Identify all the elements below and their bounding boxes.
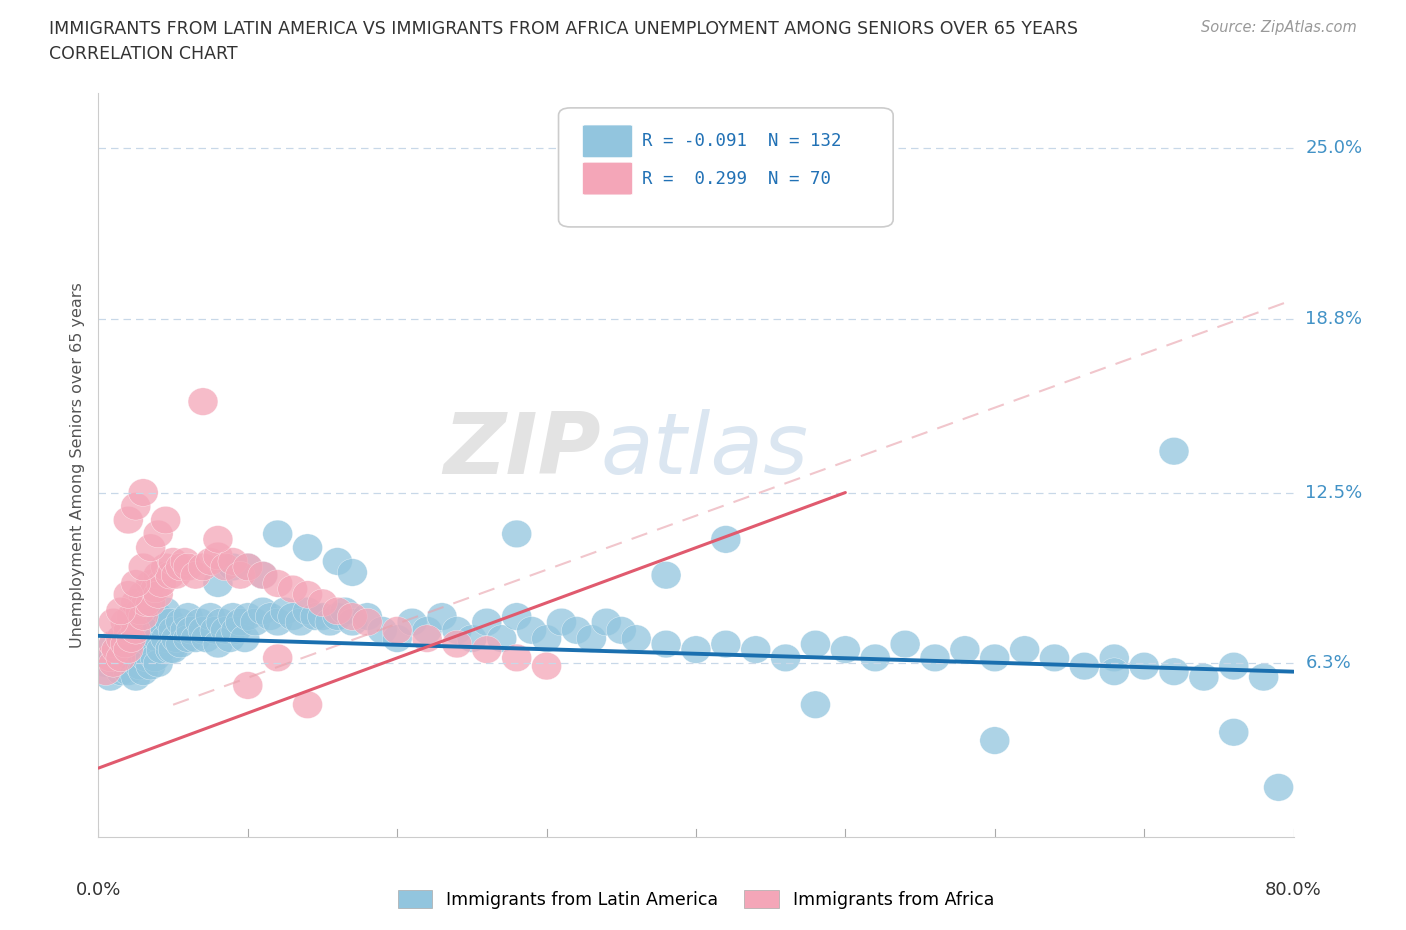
Text: 6.3%: 6.3% <box>1306 655 1351 672</box>
Text: CORRELATION CHART: CORRELATION CHART <box>49 45 238 62</box>
Text: ZIP: ZIP <box>443 408 600 492</box>
Text: IMMIGRANTS FROM LATIN AMERICA VS IMMIGRANTS FROM AFRICA UNEMPLOYMENT AMONG SENIO: IMMIGRANTS FROM LATIN AMERICA VS IMMIGRA… <box>49 20 1078 38</box>
Text: Source: ZipAtlas.com: Source: ZipAtlas.com <box>1201 20 1357 35</box>
FancyBboxPatch shape <box>582 162 633 195</box>
Text: 18.8%: 18.8% <box>1306 310 1362 328</box>
Text: R =  0.299  N = 70: R = 0.299 N = 70 <box>643 169 831 188</box>
Text: 12.5%: 12.5% <box>1306 484 1362 501</box>
FancyBboxPatch shape <box>582 125 633 158</box>
Legend: Immigrants from Latin America, Immigrants from Africa: Immigrants from Latin America, Immigrant… <box>398 890 994 910</box>
Text: 25.0%: 25.0% <box>1306 140 1362 157</box>
Text: atlas: atlas <box>600 408 808 492</box>
Y-axis label: Unemployment Among Seniors over 65 years: Unemployment Among Seniors over 65 years <box>69 282 84 648</box>
FancyBboxPatch shape <box>558 108 893 227</box>
Text: 0.0%: 0.0% <box>76 881 121 899</box>
Text: 80.0%: 80.0% <box>1265 881 1322 899</box>
Text: R = -0.091  N = 132: R = -0.091 N = 132 <box>643 132 842 151</box>
